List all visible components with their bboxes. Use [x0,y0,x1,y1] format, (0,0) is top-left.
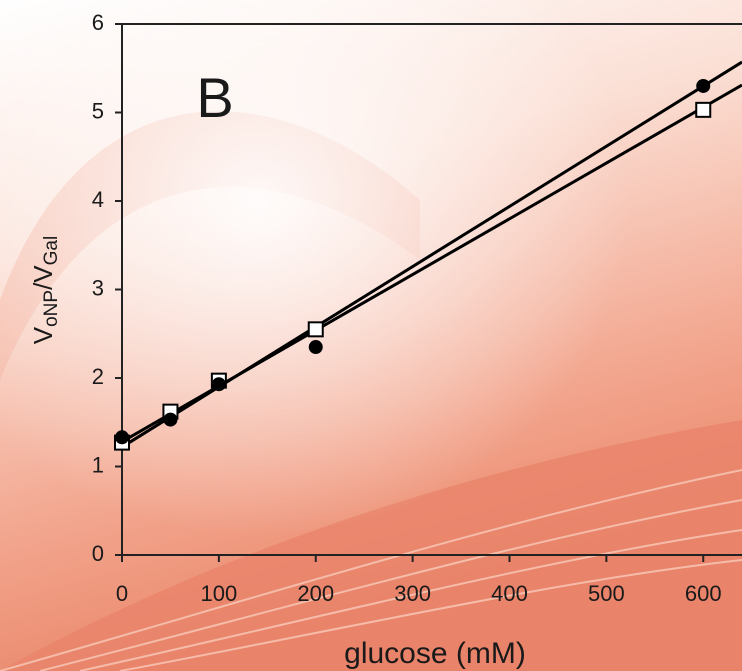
y-tick-label: 6 [92,10,104,35]
y-label-subscript: oNP [41,290,62,327]
y-label-subscript: Gal [41,236,62,266]
x-tick-label: 400 [491,581,528,606]
y-label-text: /V [28,265,58,290]
x-tick-label: 0 [116,581,128,606]
panel-label: B [196,66,233,129]
data-point-square [695,101,712,118]
x-tick-label: 200 [297,581,334,606]
data-point-square [307,321,324,338]
data-point-circle [163,412,178,427]
y-axis-label: VoNP/VGal [28,236,62,344]
x-tick-label: 500 [588,581,625,606]
x-tick-label: 100 [201,581,238,606]
x-tick-label: 300 [394,581,431,606]
data-point-circle [211,377,226,392]
y-tick-label: 2 [92,364,104,389]
y-tick-label: 0 [92,541,104,566]
y-tick-label: 3 [92,275,104,300]
y-tick-label: 1 [92,452,104,477]
data-point-circle [696,78,711,93]
x-axis-label: glucose (mM) [344,637,526,670]
data-point-circle [308,340,323,355]
y-tick-label: 5 [92,98,104,123]
y-label-text: V [28,326,58,344]
x-tick-label: 600 [685,581,722,606]
data-point-circle [115,430,129,445]
y-tick-label: 4 [92,187,104,212]
